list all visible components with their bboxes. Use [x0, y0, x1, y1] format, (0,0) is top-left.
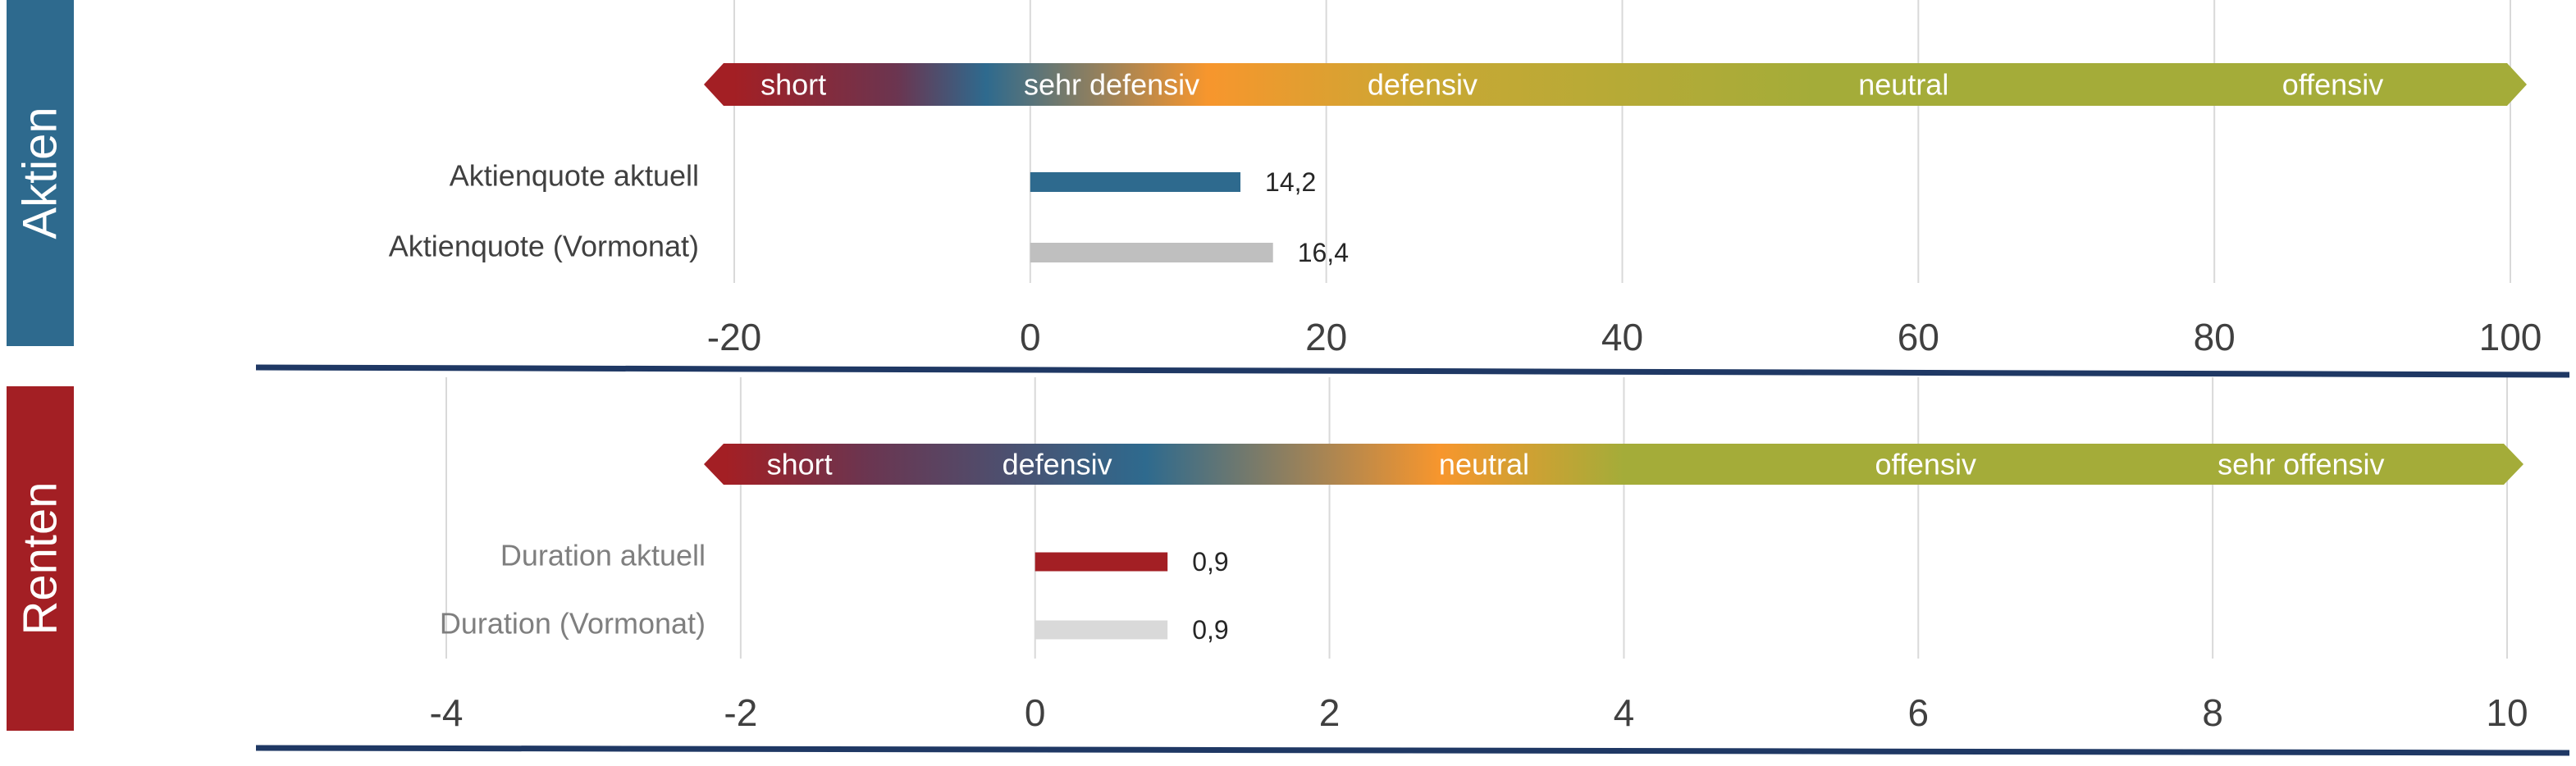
panel-band — [7, 386, 74, 731]
scale-label: defensiv — [1368, 68, 1478, 102]
x-tick-label: -2 — [724, 691, 757, 734]
scale-label: short — [760, 68, 826, 102]
scale-label: offensiv — [1875, 448, 1976, 481]
scale-label: offensiv — [2282, 68, 2383, 102]
x-tick-label: 0 — [1020, 316, 1041, 358]
scale-label: short — [767, 448, 833, 481]
category-label: Aktienquote (Vormonat) — [389, 230, 699, 263]
x-tick-label: 60 — [1898, 316, 1939, 358]
x-tick-label: -4 — [430, 691, 464, 734]
category-label: Duration (Vormonat) — [440, 607, 706, 641]
scale-label: neutral — [1858, 68, 1948, 102]
panel-band — [7, 0, 74, 346]
bar-value-label: 0,9 — [1192, 547, 1228, 577]
panel-label: Renten — [14, 481, 67, 635]
scale-label: neutral — [1439, 448, 1529, 481]
bar-value-label: 16,4 — [1298, 238, 1349, 267]
x-tick-label: 20 — [1305, 316, 1347, 358]
x-tick-label: 4 — [1614, 691, 1635, 734]
bar — [1035, 620, 1168, 640]
scale-label: sehr offensiv — [2217, 448, 2384, 481]
bar — [1035, 552, 1168, 572]
bar-value-label: 0,9 — [1192, 615, 1228, 645]
x-tick-label: 80 — [2194, 316, 2236, 358]
x-tick-label: 8 — [2202, 691, 2223, 734]
scale-label: defensiv — [1003, 448, 1112, 481]
x-tick-label: -20 — [707, 316, 761, 358]
bar-value-label: 14,2 — [1265, 167, 1316, 197]
category-label: Aktienquote aktuell — [450, 159, 699, 193]
scale-arrow — [704, 63, 2527, 106]
scale-label: sehr defensiv — [1024, 68, 1199, 102]
panel-divider — [255, 745, 2570, 756]
panel-label: Aktien — [14, 107, 67, 239]
category-label: Duration aktuell — [500, 539, 706, 572]
x-tick-label: 2 — [1319, 691, 1341, 734]
scale-arrow — [704, 444, 2523, 485]
x-tick-label: 100 — [2479, 316, 2542, 358]
x-tick-label: 40 — [1601, 316, 1643, 358]
x-tick-label: 6 — [1907, 691, 1929, 734]
x-tick-label: 0 — [1025, 691, 1046, 734]
bar — [1030, 172, 1241, 192]
x-tick-label: 10 — [2486, 691, 2528, 734]
bar — [1030, 243, 1273, 262]
panel-divider — [255, 364, 2570, 378]
